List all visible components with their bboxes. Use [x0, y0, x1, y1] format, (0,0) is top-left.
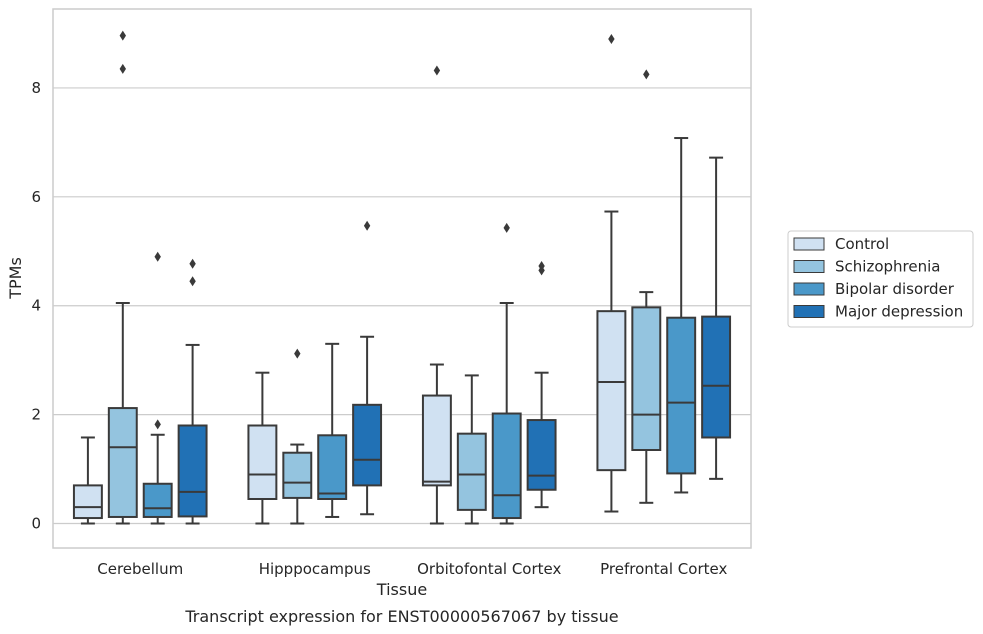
legend-label: Bipolar disorder — [835, 280, 955, 298]
outlier-point — [294, 348, 301, 359]
chart-caption: Transcript expression for ENST0000056706… — [184, 607, 618, 626]
series-control — [72, 33, 627, 525]
outlier-point — [154, 419, 161, 430]
box-group — [107, 30, 138, 525]
box — [247, 424, 278, 500]
x-axis-title: Tissue — [376, 580, 427, 599]
y-axis: 0 2 4 6 8 — [31, 79, 41, 533]
box-group — [142, 251, 173, 525]
box — [177, 424, 208, 518]
box — [666, 316, 697, 475]
y-tick-label: 0 — [31, 515, 41, 533]
legend-label: Major depression — [835, 303, 963, 321]
legend-label: Control — [835, 235, 889, 253]
box — [317, 434, 348, 500]
box-group — [526, 260, 557, 509]
box — [596, 310, 627, 472]
box-group — [282, 348, 313, 525]
outlier-point — [119, 30, 126, 41]
box-group — [701, 156, 732, 480]
box-group — [72, 436, 103, 525]
outlier-point — [119, 63, 126, 74]
box — [631, 306, 662, 451]
outlier-point — [189, 258, 196, 269]
plot-frame — [52, 8, 752, 549]
outlier-point — [433, 65, 441, 76]
outlier-point — [538, 260, 545, 271]
box — [107, 407, 138, 518]
legend: Control Schizophrenia Bipolar disorder Majo… — [787, 230, 974, 328]
box-group — [352, 220, 383, 516]
y-tick-label: 4 — [31, 297, 41, 315]
box — [701, 315, 732, 439]
box-group — [666, 137, 697, 494]
box — [491, 412, 522, 520]
x-tick-label: Hipppocampus — [259, 560, 371, 578]
outlier-point — [503, 222, 510, 233]
outlier-point — [189, 276, 196, 287]
box — [352, 403, 383, 487]
y-axis-title: TPMs — [6, 257, 25, 300]
box — [72, 484, 103, 520]
outlier-point — [363, 220, 371, 231]
box-group — [247, 371, 278, 525]
outlier-point — [643, 69, 650, 80]
box-series — [72, 30, 732, 525]
box-group — [177, 258, 208, 525]
box — [421, 394, 452, 487]
x-tick-label: Cerebellum — [97, 560, 183, 578]
legend-label: Schizophrenia — [835, 258, 940, 276]
legend-swatch — [793, 237, 825, 251]
outlier-point — [608, 33, 615, 44]
legend-frame — [787, 230, 974, 328]
x-axis: Cerebellum Hipppocampus Orbitofontal Corte… — [97, 560, 727, 578]
x-tick-label: Orbitofontal Cortex — [417, 560, 561, 578]
y-tick-label: 8 — [31, 79, 41, 97]
box — [456, 432, 487, 511]
legend-swatch — [793, 305, 825, 318]
box — [526, 419, 557, 491]
y-tick-label: 2 — [31, 406, 41, 424]
x-tick-label: Prefrontal Cortex — [600, 560, 727, 578]
box-group — [317, 342, 348, 518]
outlier-point — [154, 251, 161, 262]
box-group — [421, 65, 452, 525]
box-group — [456, 374, 487, 525]
box-group — [491, 222, 522, 525]
y-tick-label: 6 — [31, 188, 41, 206]
series-bipolar-disorder — [142, 137, 697, 525]
box — [142, 482, 173, 518]
legend-swatch — [793, 260, 825, 273]
series-major-depression — [177, 156, 732, 525]
box-group — [596, 33, 627, 513]
series-schizophrenia — [107, 30, 662, 525]
box — [282, 451, 313, 499]
box-group — [631, 69, 662, 504]
legend-swatch — [793, 282, 825, 296]
